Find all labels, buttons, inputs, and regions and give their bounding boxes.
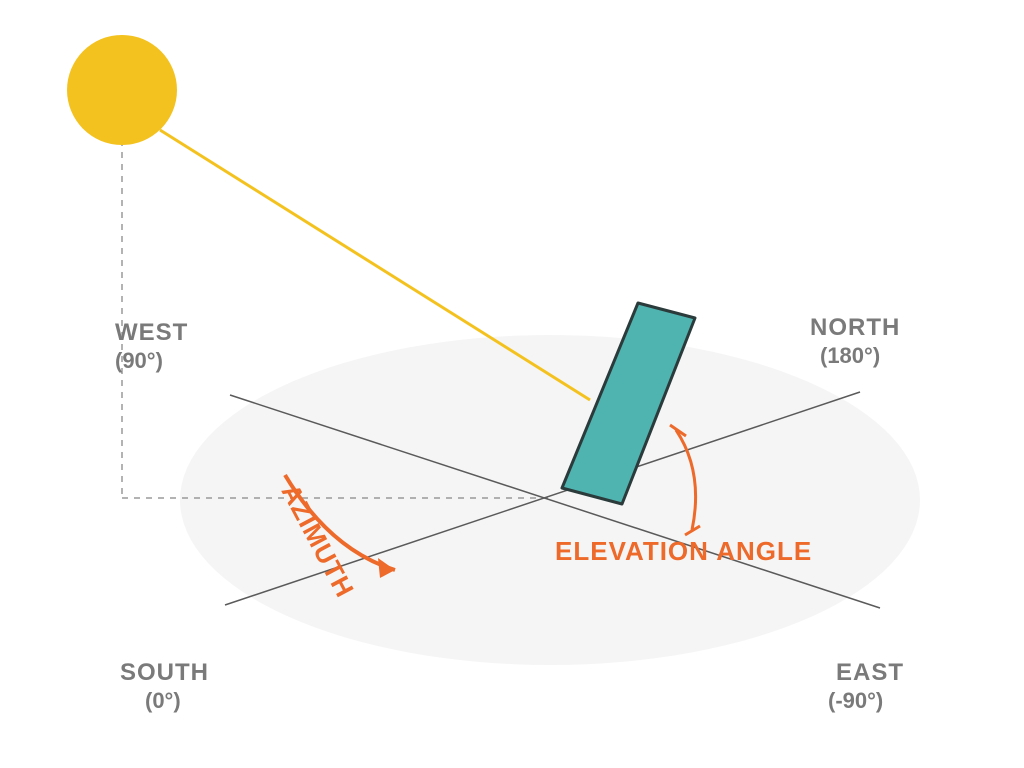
compass-east-name: EAST bbox=[836, 659, 904, 686]
sun-icon bbox=[67, 35, 177, 145]
compass-west-name: WEST bbox=[115, 319, 188, 346]
compass-north-degree: (180°) bbox=[820, 343, 880, 368]
compass-north-name: NORTH bbox=[810, 314, 900, 341]
compass-south-name: SOUTH bbox=[120, 659, 209, 686]
diagram-canvas: AZIMUTH ELEVATION ANGLE WEST (90°) NORTH… bbox=[0, 0, 1024, 768]
compass-east-degree: (-90°) bbox=[828, 688, 883, 713]
compass-south-degree: (0°) bbox=[145, 688, 181, 713]
compass-west-degree: (90°) bbox=[115, 348, 163, 373]
elevation-label: ELEVATION ANGLE bbox=[555, 536, 812, 566]
